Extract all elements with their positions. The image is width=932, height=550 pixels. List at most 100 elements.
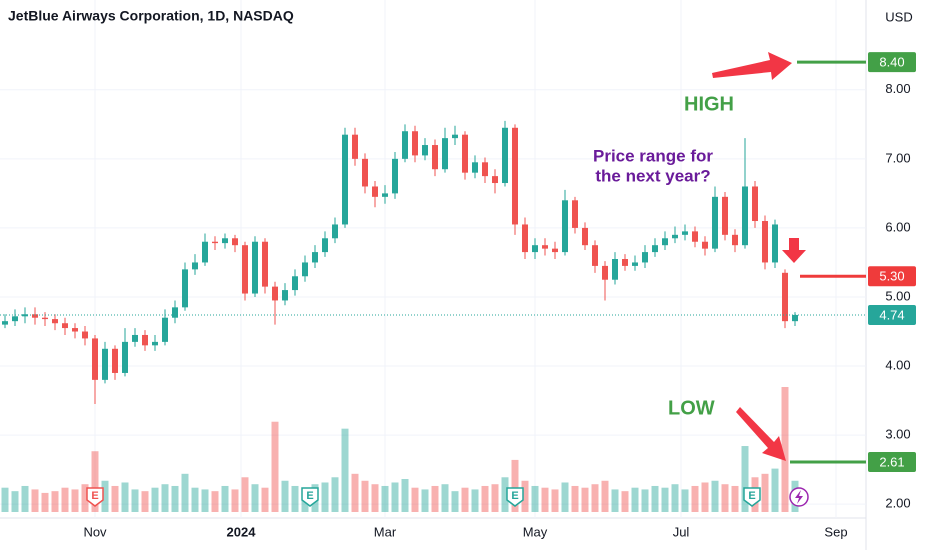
volume-bar — [51, 491, 59, 512]
candle-body — [442, 138, 448, 170]
volume-bar — [161, 484, 169, 512]
candle-body — [42, 317, 48, 320]
candle-body — [662, 238, 668, 246]
candle-body — [272, 286, 278, 301]
volume-bar — [781, 387, 789, 512]
volume-bar — [721, 484, 729, 512]
candle-body — [782, 272, 788, 322]
candle-body — [612, 259, 618, 280]
candle-body — [492, 176, 498, 184]
candle-body — [462, 134, 468, 173]
volume-bar — [151, 487, 159, 512]
candle-body — [712, 196, 718, 249]
volume-bar — [71, 489, 79, 512]
event-label: E — [91, 490, 98, 502]
candle-body — [142, 334, 148, 346]
event-label: E — [748, 490, 755, 502]
volume-bar — [401, 479, 409, 512]
volume-bar — [111, 485, 119, 512]
candle-body — [602, 265, 608, 280]
volume-bar — [91, 451, 99, 512]
candle-body — [2, 321, 8, 325]
volume-bar — [191, 487, 199, 512]
volume-bar — [691, 485, 699, 512]
candle-body — [732, 234, 738, 246]
level-label: 5.30 — [879, 269, 904, 284]
lightning-icon — [789, 487, 809, 507]
candle-body — [502, 127, 508, 184]
y-tick-label: 2.00 — [885, 496, 910, 511]
volume-bar — [681, 489, 689, 512]
event-marker — [301, 487, 319, 507]
volume-bar — [731, 485, 739, 512]
candle-body — [62, 323, 68, 329]
volume-bar — [291, 485, 299, 512]
candle-body — [172, 307, 178, 318]
volume-bar — [261, 487, 269, 512]
volume-bar — [481, 485, 489, 512]
volume-bar — [1, 487, 9, 512]
candle-body — [352, 134, 358, 159]
y-tick-label: 3.00 — [885, 427, 910, 442]
volume-bar — [351, 473, 359, 512]
volume-bar — [551, 489, 559, 512]
volume-bar — [521, 480, 529, 512]
candle-body — [52, 319, 58, 324]
candle-body — [232, 238, 238, 246]
annotation: HIGH — [684, 93, 734, 115]
volume-bar — [431, 485, 439, 512]
x-tick-label: Mar — [374, 524, 397, 539]
event-marker — [743, 487, 761, 507]
volume-bar — [11, 491, 19, 512]
candle-body — [222, 238, 228, 244]
volume-bar — [31, 489, 39, 512]
candle-body — [582, 227, 588, 246]
volume-bar — [651, 485, 659, 512]
volume-bar — [381, 485, 389, 512]
y-tick-label: 6.00 — [885, 219, 910, 234]
volume-bar — [41, 492, 49, 512]
volume-bar — [321, 482, 329, 512]
y-tick-label: 4.00 — [885, 357, 910, 372]
candle-body — [412, 131, 418, 156]
candle-body — [722, 196, 728, 235]
x-tick-label: 2024 — [227, 524, 257, 539]
candle-body — [452, 134, 458, 139]
level-label-box — [868, 266, 916, 287]
volume-bar — [121, 482, 129, 512]
event-label: E — [511, 490, 518, 502]
candle-body — [132, 334, 138, 342]
candle-body — [482, 162, 488, 177]
arrow — [712, 52, 792, 80]
volume-bar — [341, 428, 349, 512]
arrow — [736, 407, 786, 461]
volume-bar — [411, 487, 419, 512]
volume-bar — [251, 484, 259, 512]
candle-body — [382, 193, 388, 197]
volume-bar — [601, 480, 609, 512]
candle-body — [182, 269, 188, 308]
icon — [795, 490, 803, 504]
volume-bar — [641, 489, 649, 512]
volume-bar — [501, 477, 509, 512]
volume-bar — [231, 489, 239, 512]
volume-bar — [441, 484, 449, 512]
volume-bar — [611, 489, 619, 512]
volume-bar — [131, 489, 139, 512]
candle-body — [192, 262, 198, 270]
annotation: the next year? — [595, 166, 710, 185]
candle-body — [292, 276, 298, 291]
annotation: LOW — [668, 397, 715, 419]
x-tick-label: Sep — [824, 524, 847, 539]
candle-body — [752, 186, 758, 222]
candle-body — [92, 338, 98, 380]
volume-bar — [331, 477, 339, 512]
currency: USD — [885, 9, 912, 24]
event-marker — [86, 487, 104, 507]
candle-body — [12, 316, 18, 322]
volume-bar — [221, 485, 229, 512]
volume-bar — [271, 421, 279, 512]
volume-bar — [391, 482, 399, 512]
volume-bar — [671, 484, 679, 512]
